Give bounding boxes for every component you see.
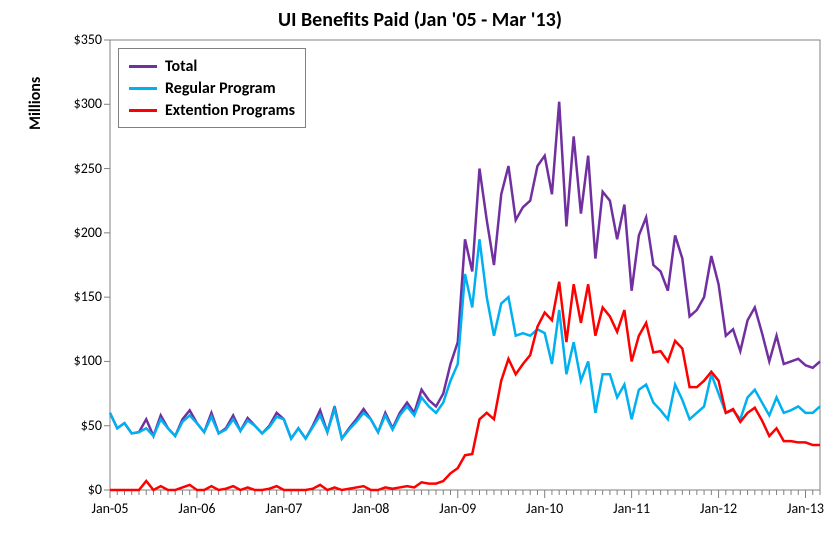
legend-label: Extention Programs — [165, 101, 295, 120]
legend-label: Regular Program — [165, 79, 276, 98]
legend-item: Extention Programs — [129, 99, 295, 121]
legend: Total Regular Program Extention Programs — [118, 48, 306, 128]
y-tick-label: $200 — [42, 224, 102, 241]
x-tick-label: Jan-07 — [265, 500, 302, 517]
x-tick-label: Jan-06 — [178, 500, 215, 517]
y-tick-label: $300 — [42, 95, 102, 112]
chart-container: UI Benefits Paid (Jan '05 - Mar '13) Mil… — [0, 0, 840, 537]
legend-swatch — [129, 87, 157, 90]
x-tick-label: Jan-11 — [613, 500, 650, 517]
y-tick-label: $0 — [42, 481, 102, 498]
y-tick-label: $50 — [42, 417, 102, 434]
x-tick-label: Jan-08 — [352, 500, 389, 517]
legend-label: Total — [165, 57, 197, 76]
y-tick-label: $150 — [42, 288, 102, 305]
y-tick-label: $350 — [42, 31, 102, 48]
y-tick-label: $100 — [42, 352, 102, 369]
x-tick-label: Jan-05 — [91, 500, 128, 517]
y-tick-label: $250 — [42, 160, 102, 177]
x-tick-label: Jan-13 — [787, 500, 824, 517]
legend-item: Regular Program — [129, 77, 295, 99]
x-tick-label: Jan-09 — [439, 500, 476, 517]
x-tick-label: Jan-10 — [526, 500, 563, 517]
legend-item: Total — [129, 55, 295, 77]
legend-swatch — [129, 65, 157, 68]
x-tick-label: Jan-12 — [700, 500, 737, 517]
legend-swatch — [129, 109, 157, 112]
